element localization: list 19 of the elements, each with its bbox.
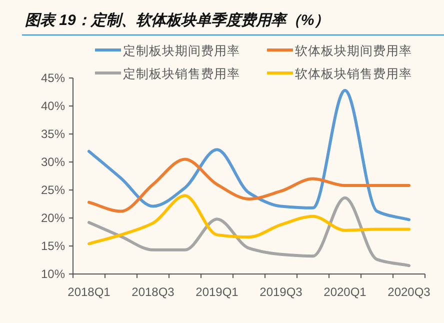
- y-tick-label: 15%: [40, 239, 66, 253]
- x-tick-label: 2020Q3: [388, 285, 431, 299]
- y-tick-label: 45%: [40, 71, 66, 85]
- x-tick-label: 2018Q1: [68, 285, 111, 299]
- legend-label: 定制板块期间费用率: [123, 43, 240, 58]
- x-tick-label: 2019Q3: [260, 285, 303, 299]
- legend-label: 定制板块销售费用率: [123, 66, 240, 81]
- y-tick-label: 25%: [40, 183, 66, 197]
- chart-title: 图表 19：定制、软体板块单季度费用率（%）: [25, 11, 330, 29]
- x-tick-label: 2019Q1: [196, 285, 239, 299]
- y-tick-label: 35%: [40, 127, 66, 141]
- x-tick-label: 2020Q1: [324, 285, 367, 299]
- y-tick-label: 20%: [40, 211, 66, 225]
- legend-label: 软体板块销售费用率: [295, 66, 412, 81]
- y-tick-label: 40%: [40, 99, 66, 113]
- y-tick-label: 10%: [40, 267, 66, 281]
- x-tick-label: 2018Q3: [132, 285, 175, 299]
- y-tick-label: 30%: [40, 155, 66, 169]
- legend-label: 软体板块期间费用率: [295, 43, 412, 58]
